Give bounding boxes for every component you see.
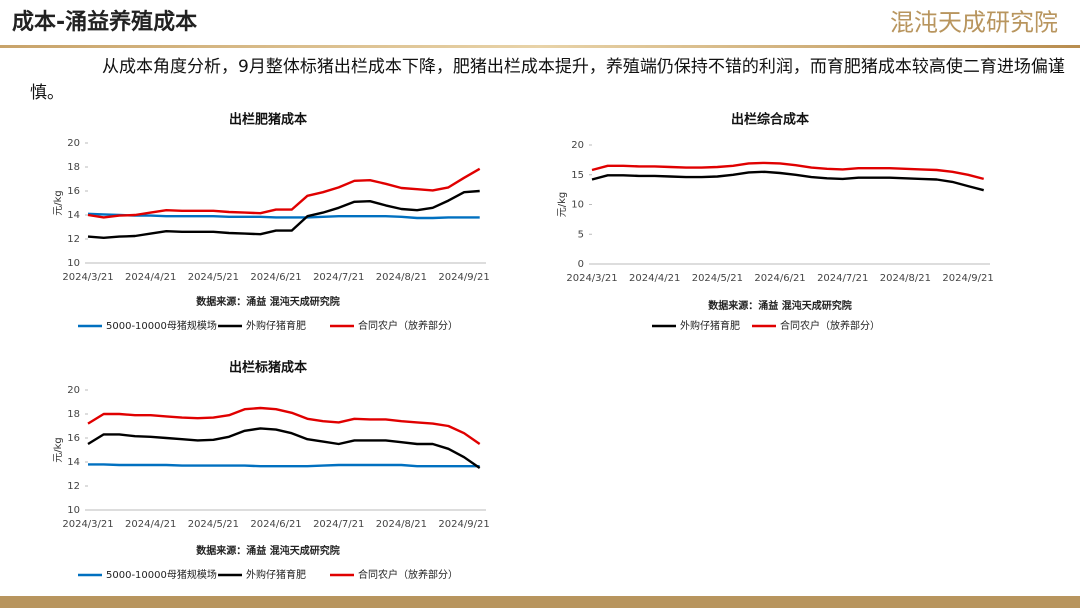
series-line	[591, 170, 985, 192]
x-tick-label: 2024/5/21	[188, 519, 239, 530]
legend-label: 外购仔猪育肥	[246, 568, 306, 581]
y-tick-label: 15	[571, 170, 584, 181]
y-tick-label: 20	[67, 138, 80, 149]
chart-title: 出栏肥猪成本	[229, 112, 307, 128]
legend-label: 合同农户（放养部分）	[358, 319, 458, 332]
x-tick-label: 2024/9/21	[438, 519, 489, 530]
x-tick-label: 2024/7/21	[313, 272, 364, 283]
y-tick-label: 18	[67, 162, 80, 173]
series-line	[87, 212, 480, 220]
y-tick-label: 12	[67, 234, 80, 245]
y-axis-label: 元/kg	[557, 192, 568, 218]
legend-label: 合同农户（放养部分）	[358, 568, 458, 581]
legend-label: 5000-10000母猪规模场	[106, 568, 217, 581]
x-tick-label: 2024/4/21	[125, 519, 176, 530]
slide-title: 成本-涌益养殖成本	[12, 9, 197, 35]
x-tick-label: 2024/8/21	[376, 519, 427, 530]
y-tick-label: 14	[67, 457, 80, 468]
x-tick-label: 2024/3/21	[62, 519, 113, 530]
series-line	[87, 406, 481, 445]
y-tick-label: 10	[571, 200, 584, 211]
y-tick-label: 12	[67, 481, 80, 492]
series-line	[88, 463, 480, 468]
x-tick-label: 2024/5/21	[188, 272, 239, 283]
x-tick-label: 2024/6/21	[754, 273, 805, 284]
x-tick-label: 2024/3/21	[566, 273, 617, 284]
source-note: 数据来源：涌益 混沌天成研究院	[196, 295, 339, 308]
x-tick-label: 2024/7/21	[817, 273, 868, 284]
source-note: 数据来源：涌益 混沌天成研究院	[708, 299, 851, 312]
y-tick-label: 18	[67, 409, 80, 420]
x-tick-label: 2024/3/21	[62, 272, 113, 283]
y-tick-label: 20	[67, 385, 80, 396]
series-line	[87, 427, 481, 469]
x-tick-label: 2024/8/21	[376, 272, 427, 283]
paragraph: 从成本角度分析，9月整体标猪出栏成本下降，肥猪出栏成本提升，养殖端仍保持不错的利…	[30, 57, 1065, 103]
y-tick-label: 16	[67, 433, 80, 444]
y-tick-label: 0	[578, 259, 584, 270]
footer-bar	[0, 596, 1080, 608]
x-tick-label: 2024/6/21	[250, 272, 301, 283]
legend-label: 外购仔猪育肥	[680, 319, 740, 332]
header-rule	[0, 45, 1080, 48]
x-tick-label: 2024/4/21	[125, 272, 176, 283]
y-tick-label: 10	[67, 258, 80, 269]
chart-title: 出栏综合成本	[731, 112, 809, 128]
y-tick-label: 5	[578, 229, 584, 240]
source-note: 数据来源：涌益 混沌天成研究院	[196, 544, 339, 557]
y-axis-label: 元/kg	[53, 437, 64, 463]
x-tick-label: 2024/5/21	[692, 273, 743, 284]
series-line	[87, 189, 480, 239]
y-tick-label: 14	[67, 210, 80, 221]
legend-label: 外购仔猪育肥	[246, 319, 306, 332]
y-tick-label: 16	[67, 186, 80, 197]
legend-label: 合同农户（放养部分）	[780, 319, 880, 332]
x-tick-label: 2024/9/21	[438, 272, 489, 283]
series-line	[591, 161, 985, 181]
chart-title: 出栏标猪成本	[229, 360, 307, 376]
y-axis-label: 元/kg	[53, 190, 64, 216]
x-tick-label: 2024/9/21	[942, 273, 993, 284]
x-tick-label: 2024/6/21	[250, 519, 301, 530]
logo: 混沌天成研究院	[890, 9, 1058, 37]
series-line	[87, 167, 481, 219]
y-tick-label: 20	[571, 140, 584, 151]
x-tick-label: 2024/7/21	[313, 519, 364, 530]
legend-label: 5000-10000母猪规模场	[106, 319, 217, 332]
x-tick-label: 2024/4/21	[629, 273, 680, 284]
y-tick-label: 10	[67, 505, 80, 516]
x-tick-label: 2024/8/21	[880, 273, 931, 284]
